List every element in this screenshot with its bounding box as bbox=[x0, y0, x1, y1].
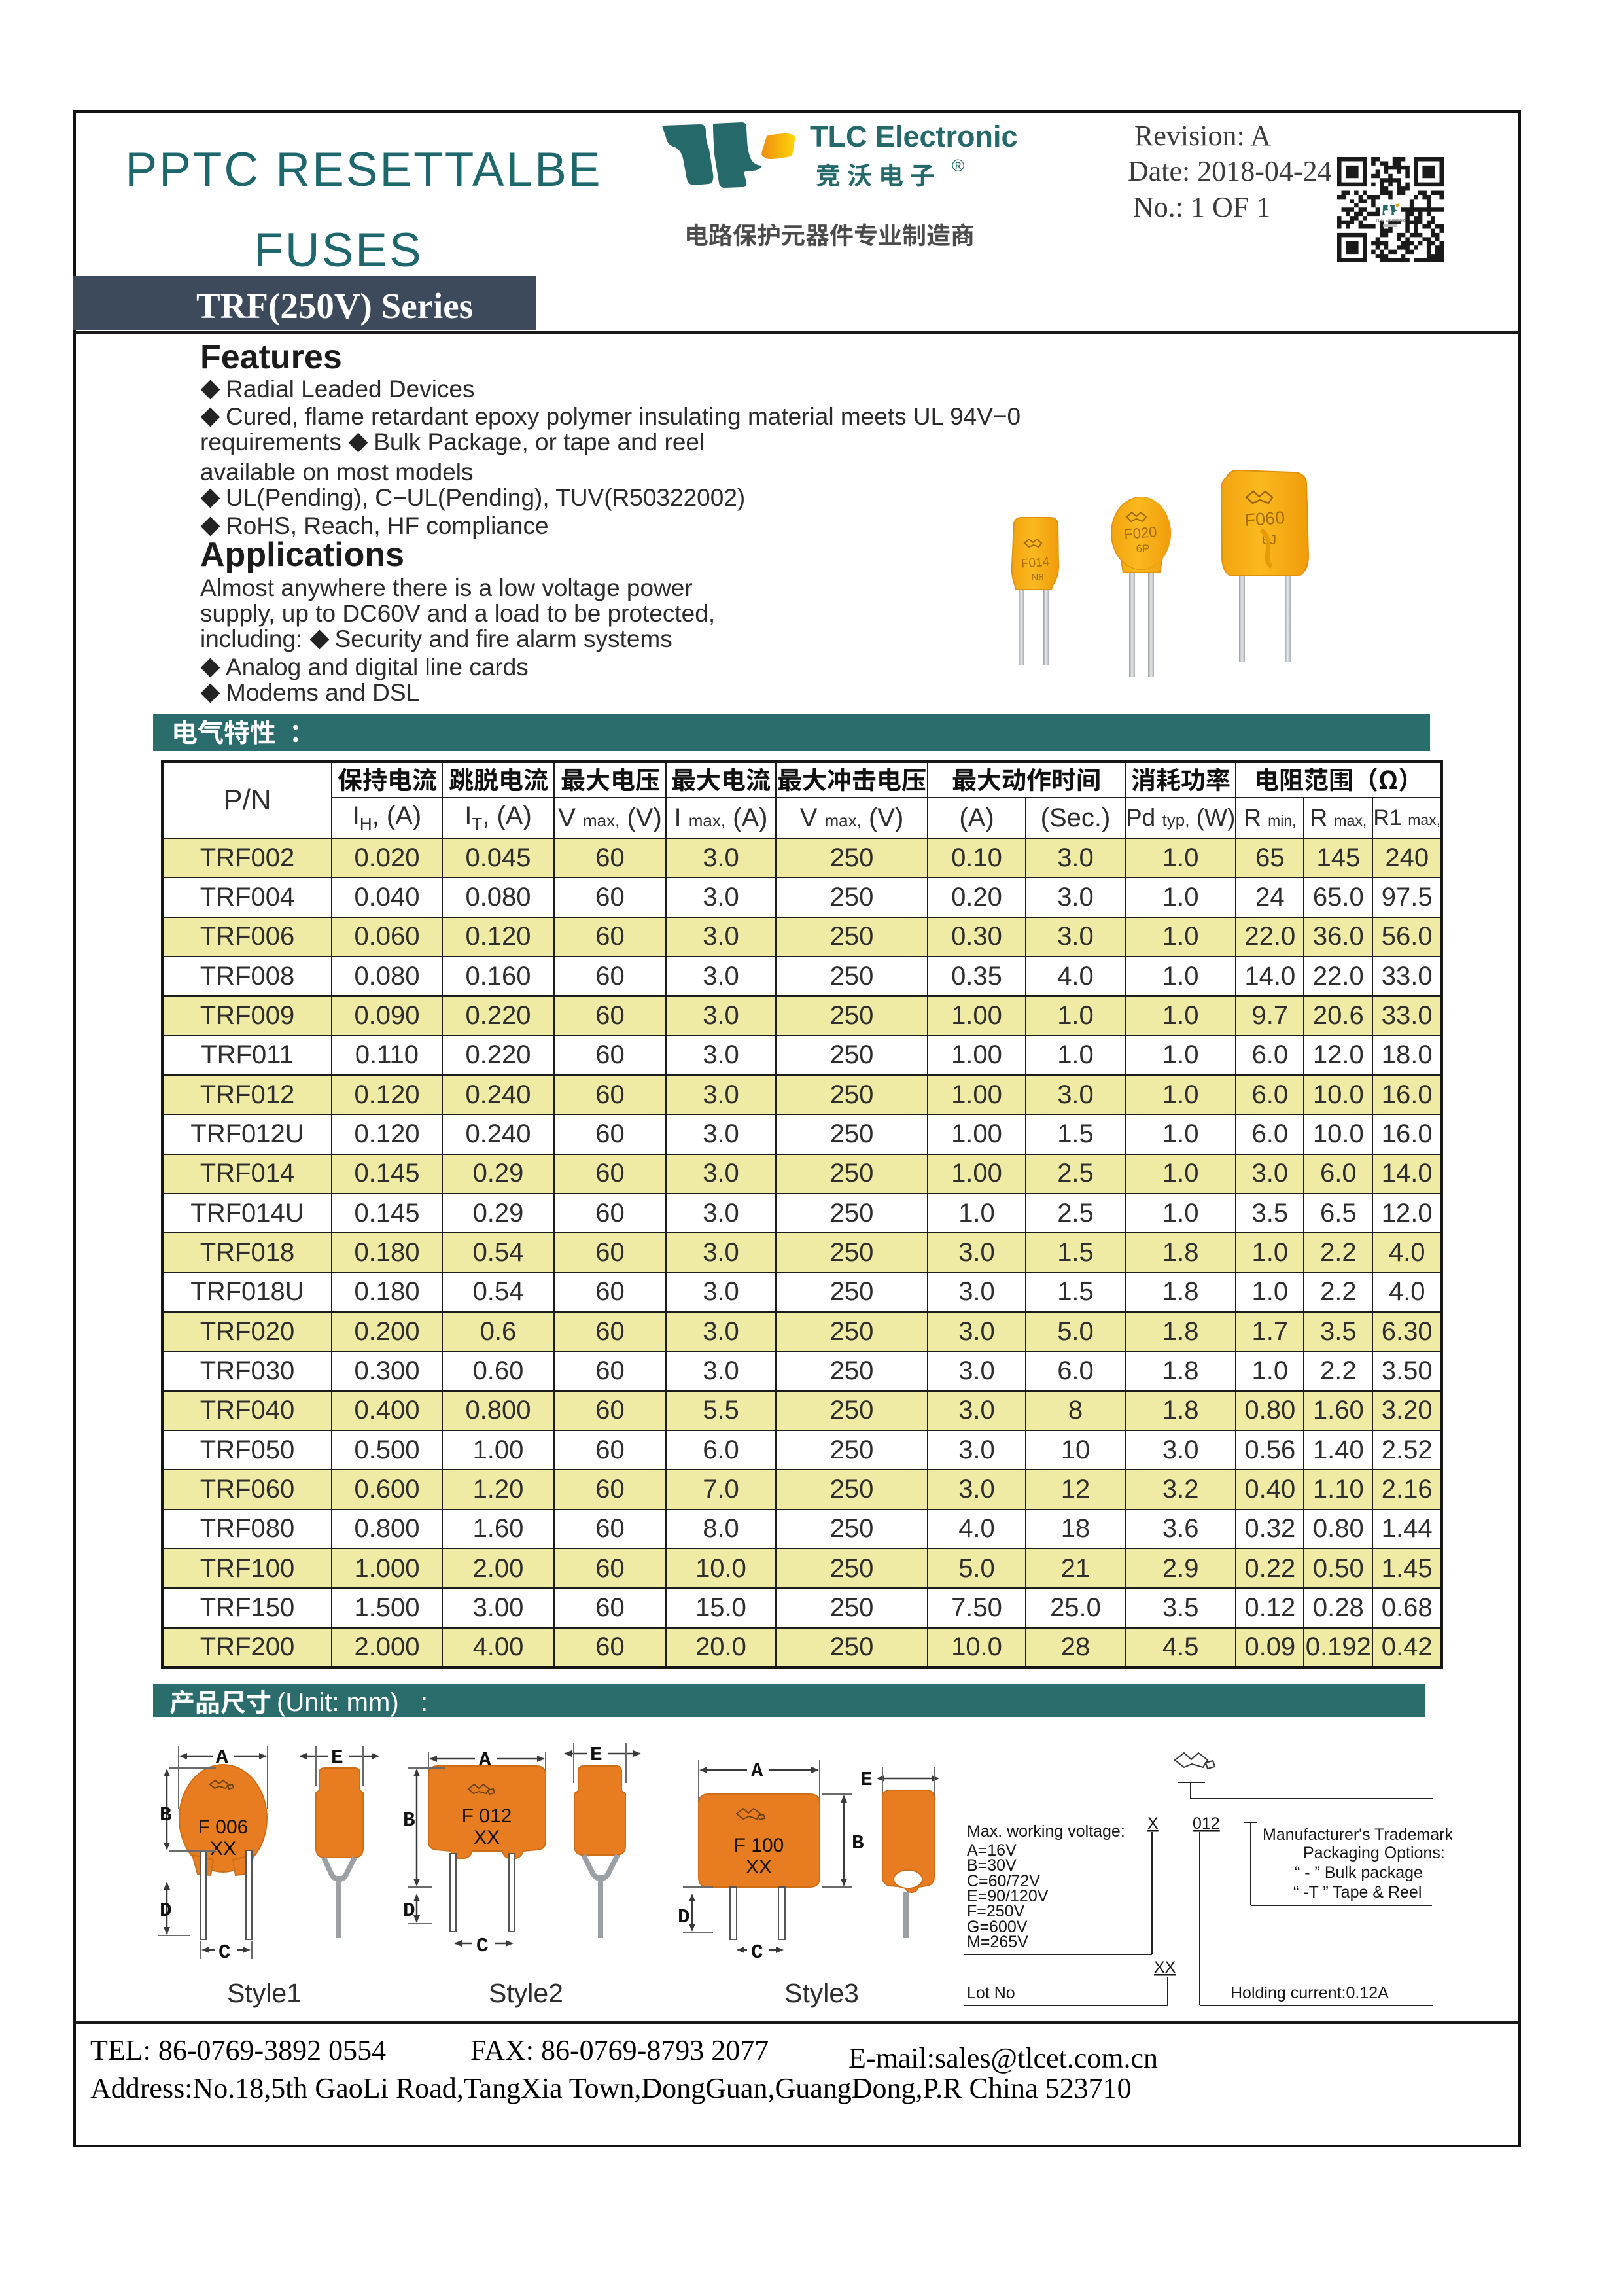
svg-text:XX: XX bbox=[474, 1827, 500, 1848]
svg-text:Holding current:0.12A: Holding current:0.12A bbox=[1230, 1984, 1389, 2002]
svg-text:F=250V: F=250V bbox=[967, 1902, 1025, 1920]
svg-text:C: C bbox=[751, 1941, 763, 1964]
svg-text:Max. working voltage:: Max. working voltage: bbox=[967, 1822, 1125, 1841]
svg-text:D: D bbox=[403, 1899, 415, 1922]
svg-text:C: C bbox=[218, 1941, 231, 1964]
svg-text:Style2: Style2 bbox=[489, 1978, 563, 2008]
svg-text:N8: N8 bbox=[1031, 572, 1043, 583]
svg-text:B: B bbox=[852, 1832, 864, 1855]
svg-text:Manufacturer's Trademark: Manufacturer's Trademark bbox=[1263, 1826, 1452, 1844]
svg-text:D: D bbox=[678, 1906, 690, 1929]
svg-text:B=30V: B=30V bbox=[967, 1856, 1017, 1875]
svg-text:F020: F020 bbox=[1123, 523, 1157, 542]
svg-text:012: 012 bbox=[1193, 1814, 1220, 1833]
svg-text:Packaging Options:: Packaging Options: bbox=[1303, 1844, 1445, 1862]
svg-text:Style3: Style3 bbox=[784, 1978, 859, 2008]
svg-text:A: A bbox=[751, 1760, 763, 1783]
svg-text:F 100: F 100 bbox=[734, 1835, 784, 1856]
svg-text:XX: XX bbox=[1154, 1958, 1176, 1977]
svg-text:A: A bbox=[216, 1746, 228, 1769]
svg-text:F 006: F 006 bbox=[198, 1816, 249, 1838]
svg-text:F014: F014 bbox=[1021, 555, 1050, 571]
svg-text:E: E bbox=[860, 1769, 873, 1792]
svg-text:Style1: Style1 bbox=[227, 1978, 302, 2008]
svg-text:“ -T ” Tape & Reel: “ -T ” Tape & Reel bbox=[1293, 1883, 1422, 1901]
svg-text:X: X bbox=[1147, 1814, 1159, 1833]
svg-text:Lot No: Lot No bbox=[967, 1984, 1015, 2002]
svg-text:C=60/72V: C=60/72V bbox=[967, 1872, 1040, 1890]
svg-text:C: C bbox=[476, 1935, 489, 1958]
svg-text:XX: XX bbox=[210, 1838, 236, 1860]
svg-text:TLC Electronic: TLC Electronic bbox=[1375, 219, 1405, 223]
svg-text:F060: F060 bbox=[1244, 508, 1285, 530]
svg-text:B: B bbox=[160, 1804, 172, 1827]
svg-text:E=90/120V: E=90/120V bbox=[967, 1887, 1049, 1905]
svg-text:B: B bbox=[403, 1809, 415, 1832]
svg-text:D: D bbox=[160, 1899, 172, 1922]
svg-text:F 012: F 012 bbox=[462, 1805, 512, 1827]
svg-text:M=265V: M=265V bbox=[967, 1933, 1028, 1951]
svg-text:E: E bbox=[590, 1744, 602, 1767]
svg-text:“ - ” Bulk package: “ - ” Bulk package bbox=[1295, 1863, 1423, 1882]
svg-text:E: E bbox=[331, 1746, 343, 1769]
svg-text:G=600V: G=600V bbox=[967, 1918, 1028, 1936]
svg-text:XX: XX bbox=[746, 1856, 772, 1878]
svg-text:A=16V: A=16V bbox=[967, 1841, 1017, 1860]
svg-text:6P: 6P bbox=[1136, 542, 1150, 555]
